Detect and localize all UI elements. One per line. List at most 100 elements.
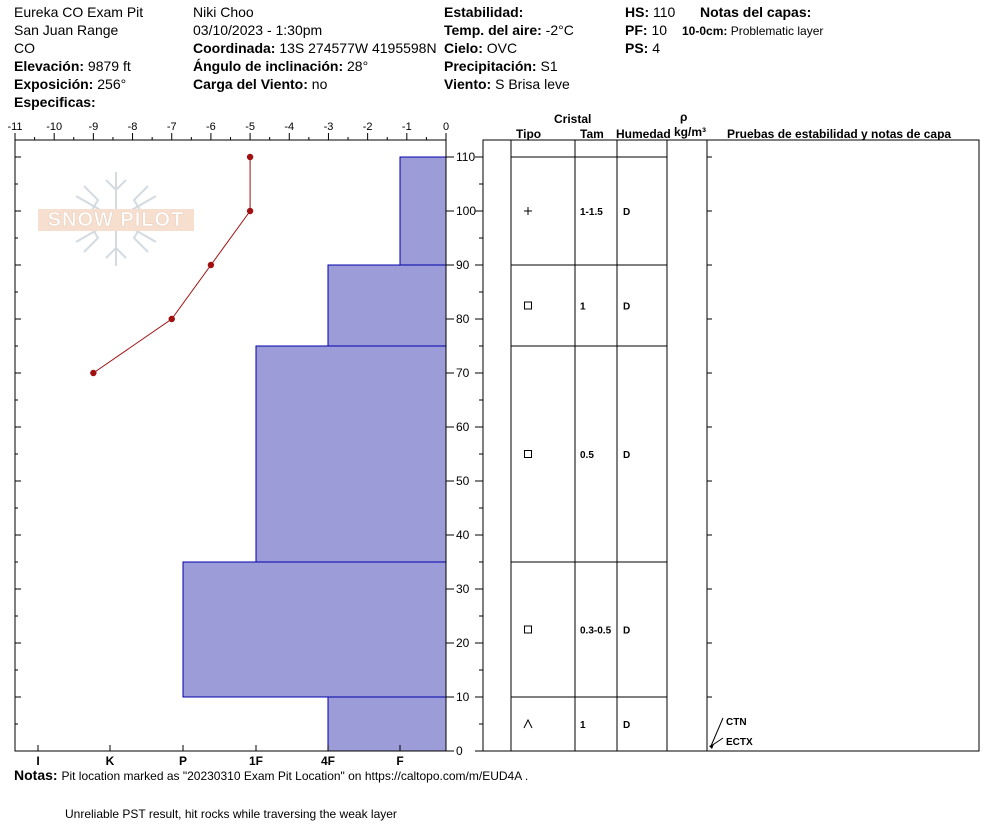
hardness-tick-label: I bbox=[36, 754, 39, 768]
precip-label: Precipitación: bbox=[444, 58, 537, 74]
wind-load-field: Carga del Viento: no bbox=[193, 75, 327, 93]
hardness-tick-label: 4F bbox=[321, 754, 335, 768]
pf-field: PF: 10 bbox=[625, 21, 667, 39]
pit-name: Eureka CO Exam Pit bbox=[14, 4, 144, 20]
temp-tick-label: -2 bbox=[363, 121, 373, 133]
observer-name: Niki Choo bbox=[193, 4, 254, 20]
hs-label: HS: bbox=[625, 4, 650, 20]
tipo-header: Tipo bbox=[516, 127, 542, 141]
depth-tick-label: 0 bbox=[456, 744, 463, 758]
pf-value: 10 bbox=[651, 22, 668, 38]
grain-plus-icon bbox=[524, 207, 532, 215]
notes-line-1: Notas: Pit location marked as "20230310 … bbox=[14, 766, 528, 785]
sky-value: OVC bbox=[486, 40, 518, 56]
ps-value: 4 bbox=[652, 40, 661, 56]
depth-tick-label: 90 bbox=[456, 258, 470, 272]
slope-value: 28° bbox=[347, 58, 369, 74]
wind-value: S Brisa leve bbox=[495, 76, 570, 92]
wind-label: Viento: bbox=[444, 76, 492, 92]
coordinate-field: Coordinada: 13S 274577W 4195598N bbox=[193, 39, 437, 57]
tests-header: Pruebas de estabilidad y notas de capa bbox=[727, 127, 952, 141]
notes-label: Notas: bbox=[14, 767, 58, 783]
grain-size-label: 1 bbox=[580, 720, 586, 731]
grain-size-label: 1 bbox=[580, 302, 586, 313]
temperature-point bbox=[90, 369, 97, 377]
moisture-label: D bbox=[623, 302, 630, 313]
temp-tick-label: -8 bbox=[128, 121, 138, 133]
temperature-point bbox=[168, 315, 175, 323]
precip-field: Precipitación: S1 bbox=[444, 57, 558, 75]
tam-header: Tam bbox=[580, 127, 604, 141]
ps-field: PS: 4 bbox=[625, 39, 660, 57]
temp-tick-label: -9 bbox=[88, 121, 98, 133]
coordinate-value: 13S 274577W 4195598N bbox=[279, 40, 437, 56]
layer-note: 10-0cm: Problematic layer bbox=[682, 22, 823, 40]
depth-tick-label: 40 bbox=[456, 528, 470, 542]
density-symbol: ρ bbox=[680, 110, 688, 124]
hardness-bar-2 bbox=[327, 264, 447, 347]
temperature-point bbox=[246, 153, 254, 161]
temp-tick-label: -4 bbox=[284, 121, 294, 133]
hs-field: HS: 110 bbox=[625, 3, 675, 21]
table-frame bbox=[482, 139, 980, 752]
aspect-value: 256° bbox=[97, 76, 127, 92]
wind-field: Viento: S Brisa leve bbox=[444, 75, 570, 93]
depth-tick-label: 10 bbox=[456, 690, 470, 704]
air-temp-label: Temp. del aire: bbox=[444, 22, 542, 38]
test-label-ectx: ECTX bbox=[726, 737, 753, 748]
depth-tick-label: 70 bbox=[456, 366, 470, 380]
grain-square-icon bbox=[524, 301, 532, 310]
hs-value: 110 bbox=[653, 4, 676, 20]
grain-square-icon bbox=[524, 450, 532, 458]
temp-tick-label: -3 bbox=[324, 121, 334, 133]
sky-label: Cielo: bbox=[444, 40, 483, 56]
snow-pilot-logo: SNOW PILOT bbox=[38, 172, 194, 266]
coordinate-label: Coordinada: bbox=[193, 40, 276, 56]
temp-tick-label: -5 bbox=[245, 121, 255, 133]
cristal-header: Cristal bbox=[554, 112, 592, 126]
depth-tick-label: 30 bbox=[456, 582, 470, 596]
precip-value: S1 bbox=[540, 58, 558, 74]
depth-tick-label: 20 bbox=[456, 636, 470, 650]
notes-text-2: Unreliable PST result, hit rocks while t… bbox=[65, 807, 397, 821]
elevation-field: Elevación: 9879 ft bbox=[14, 57, 131, 75]
depth-tick-label: 110 bbox=[456, 150, 475, 164]
hardness-bar-5 bbox=[327, 696, 447, 752]
temp-tick-label: 0 bbox=[443, 121, 449, 133]
ps-label: PS: bbox=[625, 40, 649, 56]
humedad-header: Humedad bbox=[616, 127, 671, 141]
temp-tick-label: -11 bbox=[7, 121, 22, 133]
temp-tick-label: -10 bbox=[46, 121, 62, 133]
slope-label: Ángulo de inclinación: bbox=[193, 58, 344, 74]
grain-size-label: 0.3-0.5 bbox=[580, 626, 612, 637]
moisture-label: D bbox=[623, 720, 630, 731]
logo-banner bbox=[38, 209, 194, 231]
moisture-label: D bbox=[623, 207, 630, 218]
hardness-bar-1 bbox=[399, 156, 447, 266]
depth-tick-label: 100 bbox=[456, 204, 476, 218]
temperature-point bbox=[246, 207, 254, 215]
aspect-label: Exposición: bbox=[14, 76, 94, 92]
pf-label: PF: bbox=[625, 22, 648, 38]
elevation-label: Elevación: bbox=[14, 58, 85, 74]
layer-note-depth: 10-0cm: bbox=[682, 24, 728, 38]
sky-field: Cielo: OVC bbox=[444, 39, 520, 57]
temp-tick-label: -1 bbox=[402, 121, 412, 133]
test-label-ctn: CTN bbox=[726, 717, 747, 728]
slope-field: Ángulo de inclinación: 28° bbox=[193, 57, 368, 75]
temp-tick-label: -7 bbox=[167, 121, 177, 133]
range-name: San Juan Range bbox=[14, 22, 119, 38]
moisture-label: D bbox=[623, 626, 630, 637]
aspect-field: Exposición: 256° bbox=[14, 75, 126, 93]
depth-tick-label: 60 bbox=[456, 420, 470, 434]
stability-label: Estabilidad: bbox=[444, 4, 524, 20]
grain-square-icon bbox=[524, 625, 532, 634]
temp-tick-label: -6 bbox=[206, 121, 216, 133]
observation-datetime: 03/10/2023 - 1:30pm bbox=[193, 22, 323, 38]
specifics-label: Especificas: bbox=[14, 94, 96, 110]
state-name: CO bbox=[14, 40, 35, 56]
grain-size-label: 0.5 bbox=[580, 450, 594, 461]
test-leader-line bbox=[710, 717, 724, 747]
hardness-bar-3 bbox=[255, 345, 447, 563]
